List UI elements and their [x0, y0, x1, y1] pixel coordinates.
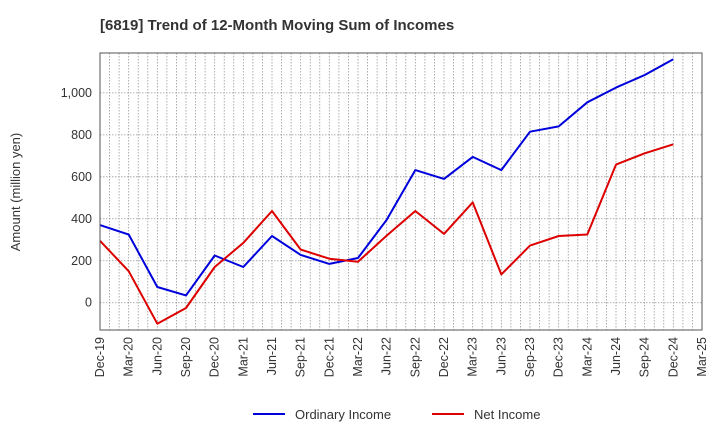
x-tick-label: Jun-24 [609, 337, 623, 375]
x-tick-label: Mar-23 [466, 337, 480, 377]
y-tick-label: 800 [71, 128, 92, 142]
series-line-ordinary-income [99, 58, 674, 297]
x-tick-label: Mar-24 [580, 337, 594, 377]
x-tick-label: Jun-22 [380, 337, 394, 375]
y-tick-label: 600 [71, 170, 92, 184]
legend-label: Ordinary Income [295, 407, 391, 422]
legend-label: Net Income [474, 407, 540, 422]
x-tick-label: Mar-20 [122, 337, 136, 377]
x-tick-label: Dec-20 [208, 337, 222, 377]
x-tick-label: Jun-20 [150, 337, 164, 375]
x-tick-label: Sep-23 [523, 337, 537, 377]
x-tick-label: Sep-21 [294, 337, 308, 377]
y-tick-label: 0 [85, 296, 92, 310]
x-tick-label: Mar-25 [695, 337, 709, 377]
chart-title: [6819] Trend of 12-Month Moving Sum of I… [100, 17, 454, 34]
x-tick-label: Dec-23 [552, 337, 566, 377]
legend: Ordinary Income Net Income [253, 407, 540, 422]
x-tick-label: Dec-21 [322, 337, 336, 377]
x-tick-label: Dec-19 [93, 337, 107, 377]
series-lines [99, 58, 674, 325]
y-axis-label: Amount (million yen) [8, 133, 23, 252]
x-tick-label: Dec-22 [437, 337, 451, 377]
x-tick-label: Sep-24 [638, 337, 652, 377]
series-line-net-income [99, 143, 674, 325]
x-tick-label: Mar-21 [236, 337, 250, 377]
y-tick-labels: 0 200 400 600 800 1,000 [61, 86, 92, 310]
y-tick-label: 200 [71, 254, 92, 268]
x-tick-label: Mar-22 [351, 337, 365, 377]
y-tick-label: 400 [71, 212, 92, 226]
y-tick-label: 1,000 [61, 86, 92, 100]
x-tick-label: Sep-20 [179, 337, 193, 377]
x-tick-label: Jun-21 [265, 337, 279, 375]
grid [100, 53, 702, 330]
x-tick-label: Sep-22 [408, 337, 422, 377]
x-tick-label: Jun-23 [494, 337, 508, 375]
x-tick-labels: Dec-19 Mar-20 Jun-20 Sep-20 Dec-20 Mar-21 Jun-… [93, 337, 709, 377]
plot-frame [99, 52, 703, 331]
x-tick-label: Dec-24 [666, 337, 680, 377]
